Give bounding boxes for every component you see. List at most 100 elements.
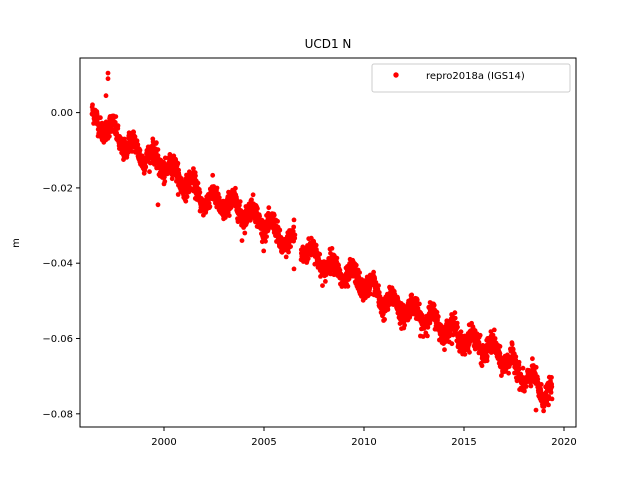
data-point bbox=[510, 347, 516, 352]
data-point bbox=[334, 255, 340, 261]
data-point bbox=[522, 388, 527, 394]
data-point bbox=[538, 382, 544, 387]
data-point bbox=[376, 290, 382, 295]
data-point bbox=[112, 120, 118, 125]
x-tick-label: 2010 bbox=[351, 437, 376, 448]
data-point bbox=[207, 204, 213, 210]
data-point bbox=[317, 251, 323, 257]
data-point bbox=[291, 224, 297, 230]
x-tick-label: 2005 bbox=[251, 437, 276, 448]
data-point bbox=[516, 366, 522, 372]
y-tick-label: −0.08 bbox=[42, 409, 73, 420]
data-point bbox=[292, 232, 298, 238]
data-point bbox=[155, 153, 161, 159]
data-point bbox=[533, 364, 539, 370]
data-point bbox=[434, 309, 440, 315]
data-point bbox=[337, 267, 343, 273]
data-point bbox=[454, 320, 460, 326]
data-point bbox=[420, 334, 426, 339]
data-point bbox=[249, 197, 254, 203]
data-point bbox=[415, 305, 421, 311]
data-point bbox=[425, 324, 431, 330]
data-point bbox=[548, 390, 554, 395]
data-point bbox=[290, 228, 296, 234]
data-point bbox=[237, 199, 243, 205]
chart-title: UCD1 N bbox=[305, 37, 352, 51]
y-tick-label: −0.06 bbox=[42, 334, 73, 345]
data-point bbox=[105, 70, 111, 76]
data-point bbox=[491, 327, 497, 333]
data-point bbox=[371, 269, 376, 275]
data-point bbox=[175, 160, 181, 166]
data-point bbox=[277, 227, 283, 233]
data-point bbox=[237, 202, 242, 208]
data-point bbox=[263, 238, 268, 244]
data-point bbox=[520, 365, 526, 371]
data-point bbox=[458, 329, 464, 335]
data-point bbox=[523, 384, 529, 389]
data-point bbox=[115, 123, 121, 129]
data-point bbox=[169, 176, 175, 182]
data-point bbox=[135, 142, 141, 148]
data-point bbox=[271, 212, 277, 218]
data-point bbox=[452, 315, 458, 321]
x-tick-label: 2000 bbox=[151, 437, 176, 448]
data-point bbox=[323, 279, 328, 284]
data-point bbox=[288, 244, 293, 250]
legend: repro2018a (IGS14) bbox=[371, 63, 571, 93]
data-point bbox=[530, 356, 535, 362]
data-point bbox=[382, 317, 387, 322]
data-point bbox=[143, 164, 149, 170]
data-point bbox=[113, 114, 119, 119]
data-point bbox=[477, 332, 483, 338]
data-point bbox=[320, 283, 325, 288]
data-point bbox=[233, 185, 238, 191]
data-point bbox=[275, 218, 280, 224]
data-point bbox=[455, 324, 460, 330]
data-point bbox=[291, 266, 297, 272]
data-point bbox=[409, 292, 415, 298]
data-point bbox=[105, 76, 111, 82]
data-point bbox=[264, 234, 269, 240]
data-point bbox=[546, 402, 551, 408]
data-point bbox=[484, 353, 490, 359]
legend-label: repro2018a (IGS14) bbox=[426, 71, 525, 82]
data-point bbox=[90, 102, 95, 108]
data-point bbox=[291, 217, 297, 223]
data-point bbox=[283, 254, 289, 260]
data-point bbox=[184, 194, 190, 200]
data-point bbox=[234, 196, 240, 202]
data-point bbox=[549, 384, 555, 390]
data-point bbox=[214, 185, 220, 191]
data-point bbox=[155, 202, 161, 208]
plot-area bbox=[79, 57, 577, 428]
data-point bbox=[417, 301, 422, 307]
data-point bbox=[435, 314, 441, 320]
data-point bbox=[402, 322, 407, 328]
data-point bbox=[533, 407, 539, 413]
data-point bbox=[98, 115, 103, 121]
data-point bbox=[492, 336, 498, 341]
data-point bbox=[257, 213, 262, 219]
data-point bbox=[223, 215, 228, 220]
axes-frame bbox=[79, 57, 577, 428]
data-point bbox=[484, 358, 490, 364]
data-point bbox=[147, 169, 152, 175]
data-point bbox=[228, 205, 234, 210]
data-point bbox=[549, 396, 555, 402]
data-point bbox=[425, 333, 430, 339]
data-point bbox=[509, 341, 515, 347]
data-point bbox=[242, 230, 248, 236]
data-point bbox=[286, 249, 291, 255]
data-point bbox=[197, 190, 203, 195]
data-point bbox=[266, 205, 272, 211]
data-point bbox=[400, 302, 406, 308]
y-tick-label: 0.00 bbox=[51, 108, 73, 119]
y-tick-label: −0.04 bbox=[42, 259, 73, 270]
y-axis-label: m bbox=[11, 238, 22, 248]
data-point bbox=[318, 274, 323, 279]
data-point bbox=[226, 213, 232, 219]
data-point bbox=[427, 320, 433, 326]
data-point bbox=[372, 276, 378, 282]
